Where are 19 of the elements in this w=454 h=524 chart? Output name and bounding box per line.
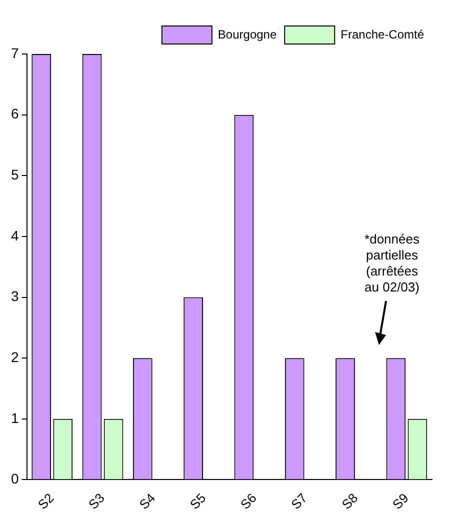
x-tick-label: S6 [238, 490, 260, 512]
y-tick-label: 2 [10, 348, 19, 365]
x-tick-label: S2 [34, 490, 57, 512]
y-tick-label: 3 [10, 288, 19, 304]
x-tick-label: S5 [186, 490, 209, 512]
legend-label: Bourgogne [218, 27, 277, 42]
y-tick-label: 4 [10, 227, 19, 244]
annotation: *données partielles (arrêtées au 02/03) [364, 232, 420, 295]
x-tick-label: S8 [338, 490, 361, 512]
y-tick-label: 7 [10, 44, 19, 61]
x-tick-label: S9 [389, 490, 412, 512]
x-tick-label: S3 [86, 490, 108, 512]
legend-label: Franche-Comté [340, 27, 424, 42]
y-tick-label: 1 [10, 410, 19, 426]
y-tick-label: 6 [10, 106, 19, 122]
y-tick-label: 0 [10, 470, 19, 487]
x-tick-label: S4 [136, 490, 158, 512]
x-tick-label: S7 [288, 490, 310, 512]
y-tick-label: 5 [10, 166, 19, 182]
